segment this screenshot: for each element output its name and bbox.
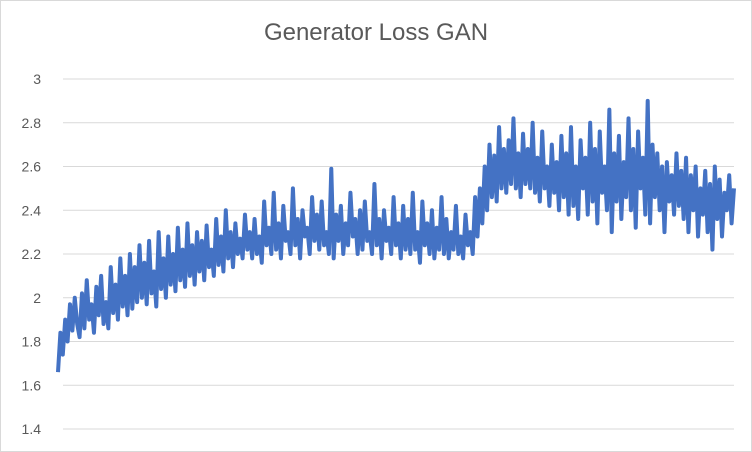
y-tick-label: 2.2 bbox=[22, 246, 42, 262]
series-line bbox=[56, 98, 736, 373]
y-tick-label: 2.6 bbox=[22, 159, 42, 175]
y-tick-label: 1.6 bbox=[22, 377, 42, 393]
y-axis-tick-labels: 1.4 1.6 1.8 2 2.2 2.4 2.6 2.8 3 bbox=[22, 71, 42, 437]
y-tick-label: 1.4 bbox=[22, 421, 42, 437]
y-tick-label: 2.8 bbox=[22, 115, 42, 131]
y-tick-label: 2 bbox=[33, 290, 41, 306]
y-tick-label: 1.8 bbox=[22, 334, 42, 350]
y-tick-label: 2.4 bbox=[22, 202, 42, 218]
chart-title: Generator Loss GAN bbox=[263, 19, 489, 46]
y-tick-label: 3 bbox=[33, 71, 41, 87]
